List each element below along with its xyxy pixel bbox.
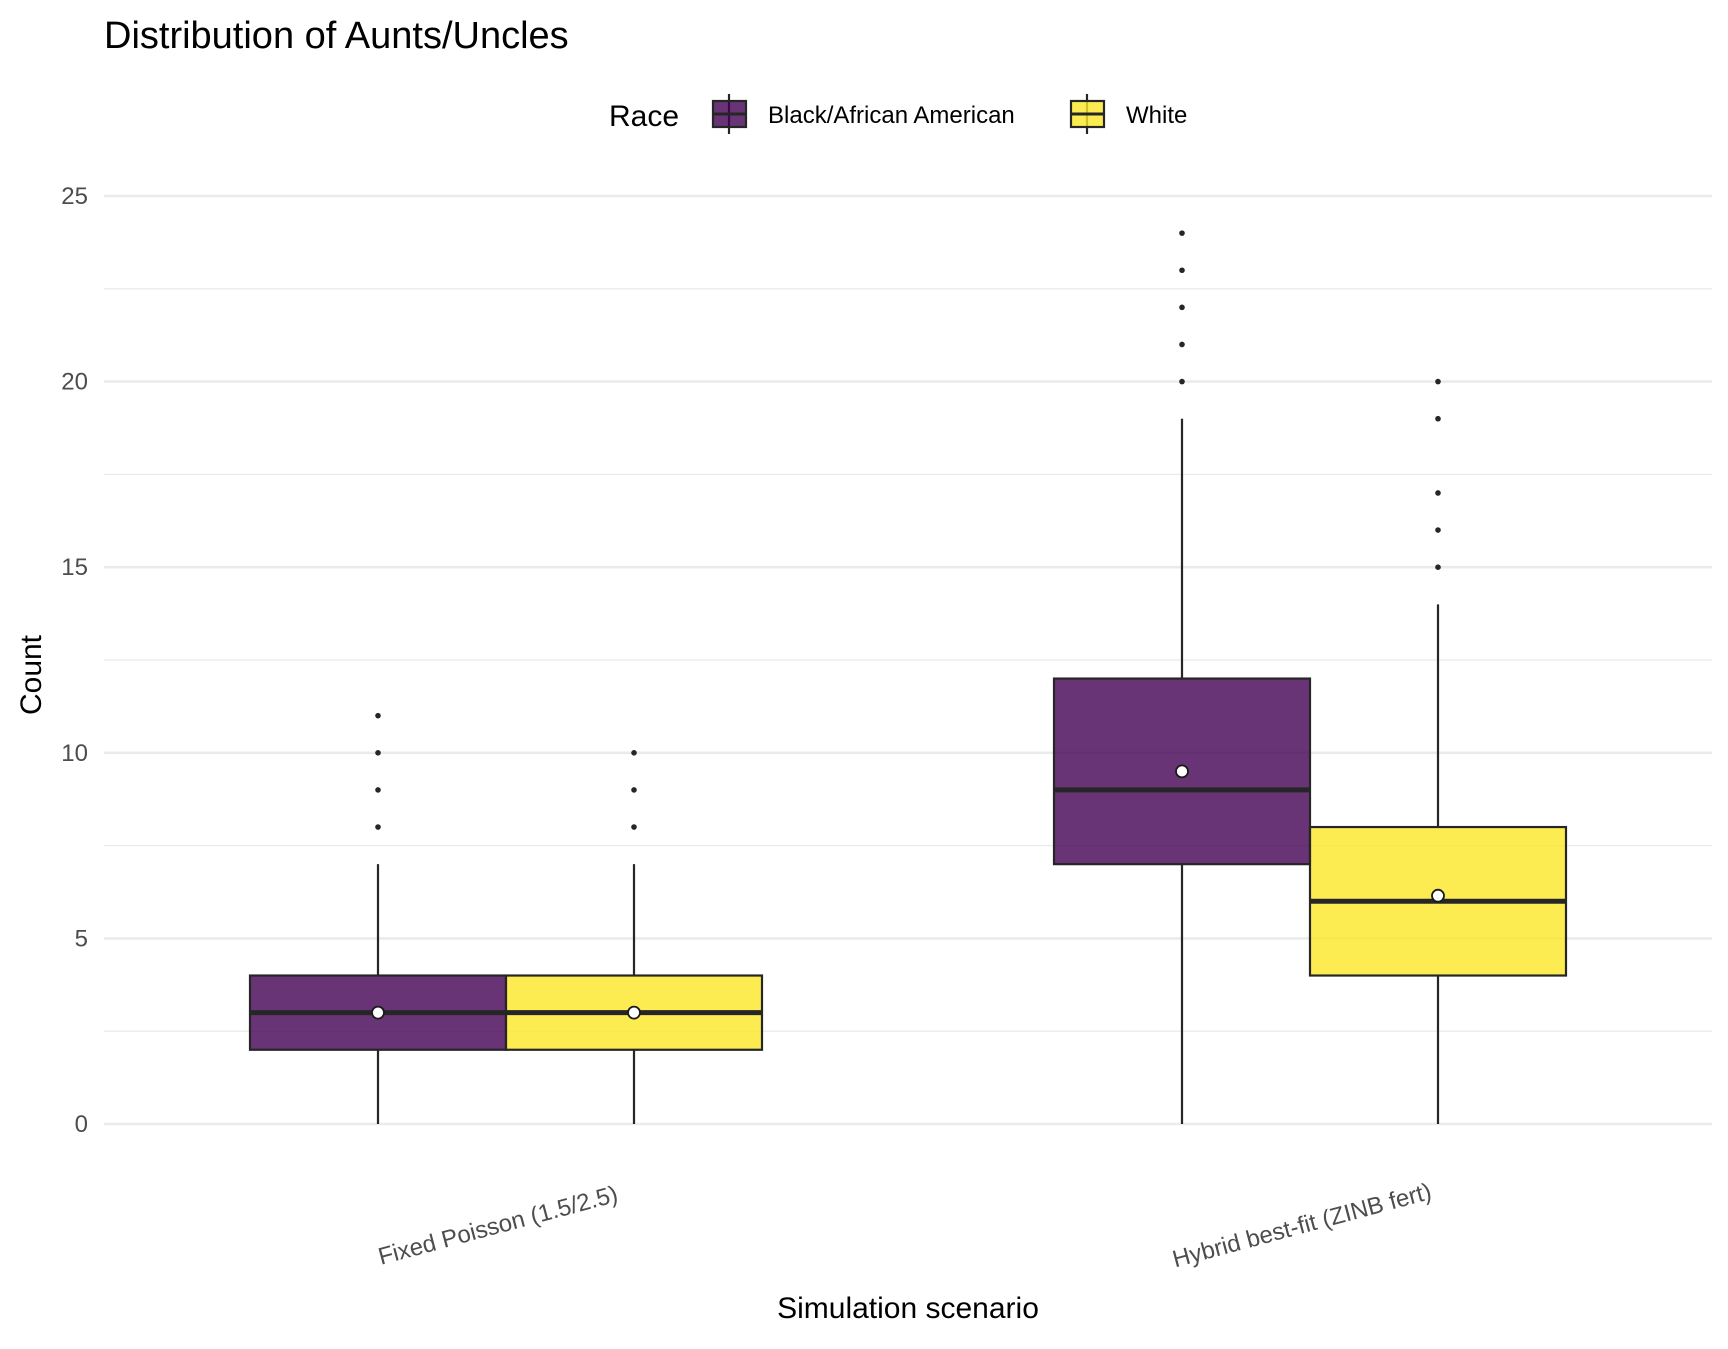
- y-tick-label: 10: [61, 740, 88, 767]
- chart-title: Distribution of Aunts/Uncles: [104, 15, 569, 57]
- boxplot-group: [1052, 230, 1312, 1124]
- y-tick-label: 25: [61, 183, 88, 210]
- mean-marker: [627, 1005, 641, 1020]
- outlier-point: [1179, 341, 1185, 348]
- legend: Race Black/African American White: [609, 94, 1187, 134]
- outlier-point: [375, 824, 381, 830]
- x-axis-ticks: Fixed Poisson (1.5/2.5) Hybrid best-fit (…: [375, 1178, 1434, 1273]
- boxplot-group: [1308, 378, 1568, 1124]
- x-tick-label: Fixed Poisson (1.5/2.5): [375, 1181, 620, 1271]
- y-tick-label: 20: [61, 369, 88, 396]
- outlier-point: [1435, 527, 1441, 533]
- mean-marker: [1175, 764, 1189, 779]
- outlier-point: [375, 750, 381, 756]
- y-axis-title: Count: [15, 634, 48, 715]
- y-tick-label: 0: [75, 1111, 88, 1138]
- outlier-point: [1435, 378, 1441, 385]
- outlier-point: [1179, 267, 1185, 274]
- y-tick-label: 15: [61, 554, 88, 581]
- x-axis-title: Simulation scenario: [777, 1292, 1039, 1325]
- legend-item: White: [1069, 94, 1187, 134]
- outlier-point: [1435, 490, 1441, 496]
- boxplots: [248, 230, 1568, 1124]
- legend-label: White: [1126, 102, 1187, 129]
- y-tick-label: 5: [75, 925, 88, 952]
- outlier-point: [631, 750, 637, 756]
- outlier-point: [375, 787, 381, 793]
- boxplot-group: [248, 712, 508, 1124]
- outlier-point: [1179, 304, 1185, 311]
- outlier-point: [375, 712, 381, 719]
- mean-marker: [1431, 888, 1445, 903]
- outlier-point: [1179, 378, 1185, 385]
- legend-label: Black/African American: [768, 102, 1015, 129]
- outlier-point: [631, 787, 637, 793]
- x-tick-label: Hybrid best-fit (ZINB fert): [1170, 1178, 1435, 1273]
- legend-item: Black/African American: [711, 94, 1015, 134]
- outlier-point: [1435, 564, 1441, 570]
- boxplot-group: [504, 750, 764, 1124]
- outlier-point: [1435, 415, 1441, 422]
- legend-items: Black/African American White: [711, 94, 1187, 134]
- outlier-point: [631, 824, 637, 830]
- legend-title: Race: [609, 100, 679, 133]
- y-axis-ticks: 0 5 10 15 20 25: [61, 183, 88, 1138]
- outlier-point: [1179, 230, 1185, 236]
- mean-marker: [371, 1005, 385, 1020]
